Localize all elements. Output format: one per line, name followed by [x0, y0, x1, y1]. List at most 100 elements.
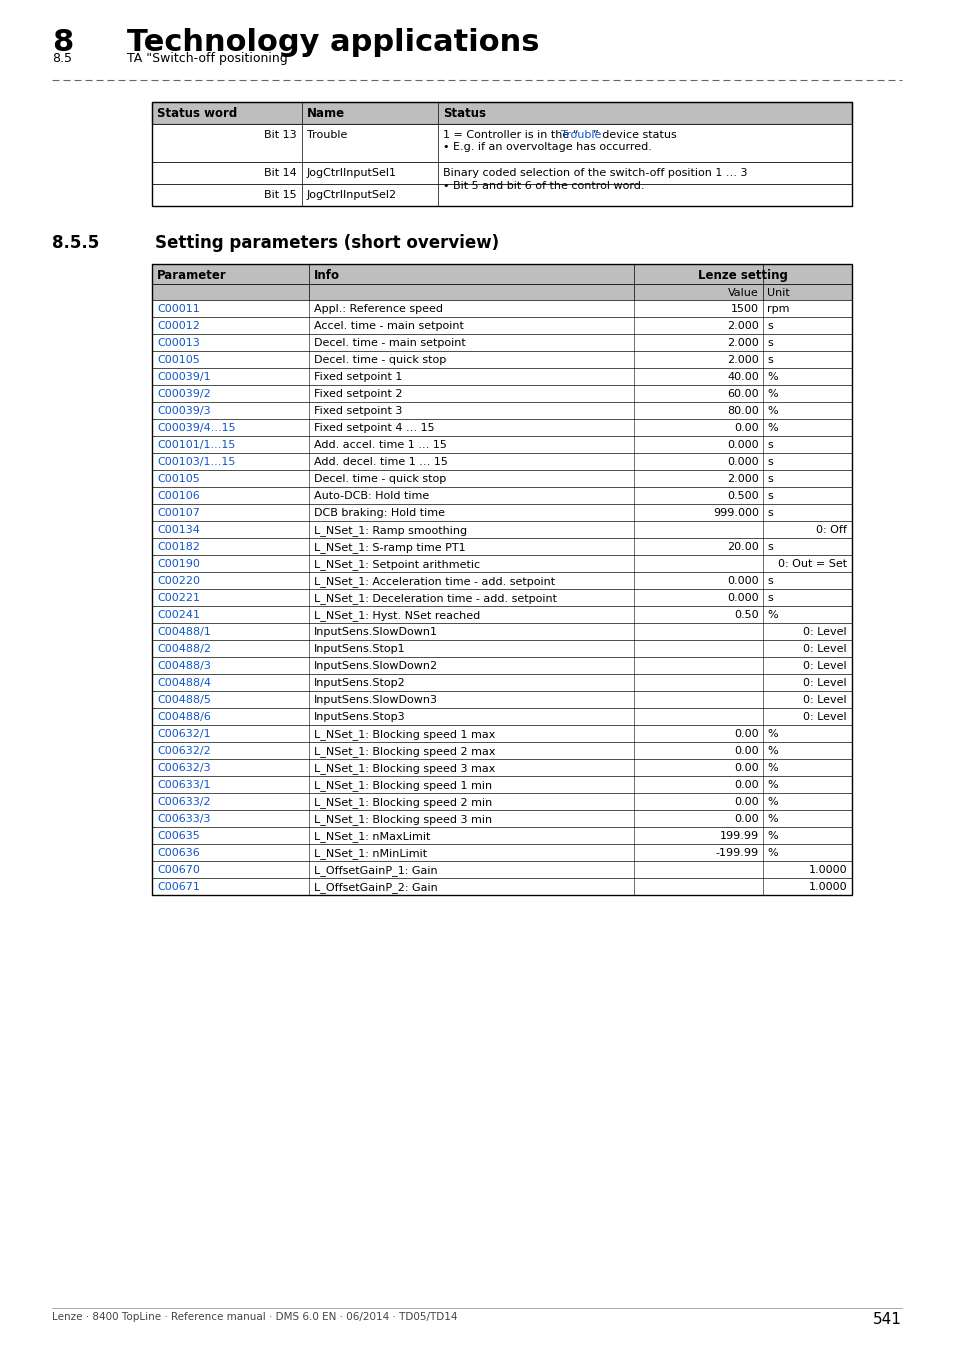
Text: InputSens.Stop3: InputSens.Stop3	[314, 711, 405, 722]
Text: s: s	[766, 593, 772, 603]
Text: C00488/2: C00488/2	[157, 644, 211, 653]
Text: 0.00: 0.00	[734, 796, 759, 807]
Bar	[152, 810, 851, 828]
Text: L_NSet_1: Blocking speed 2 min: L_NSet_1: Blocking speed 2 min	[314, 796, 492, 807]
Text: %: %	[766, 406, 777, 416]
Text: 0.000: 0.000	[726, 593, 759, 603]
Text: Decel. time - quick stop: Decel. time - quick stop	[314, 355, 446, 364]
Text: 0.00: 0.00	[734, 763, 759, 774]
Text: DCB braking: Hold time: DCB braking: Hold time	[314, 508, 444, 518]
Text: L_NSet_1: Hyst. NSet reached: L_NSet_1: Hyst. NSet reached	[314, 610, 479, 621]
Text: Auto-DCB: Hold time: Auto-DCB: Hold time	[314, 491, 429, 501]
Text: 0.00: 0.00	[734, 423, 759, 433]
Text: s: s	[766, 474, 772, 485]
Text: Bit 13: Bit 13	[264, 130, 296, 140]
Text: s: s	[766, 355, 772, 364]
Text: s: s	[766, 440, 772, 450]
Text: L_NSet_1: Blocking speed 1 max: L_NSet_1: Blocking speed 1 max	[314, 729, 495, 740]
Text: C00241: C00241	[157, 610, 200, 620]
Text: L_OffsetGainP_2: Gain: L_OffsetGainP_2: Gain	[314, 882, 437, 892]
Text: 2.000: 2.000	[726, 338, 759, 348]
Text: s: s	[766, 458, 772, 467]
Text: C00039/2: C00039/2	[157, 389, 211, 400]
Text: 0.000: 0.000	[726, 576, 759, 586]
Text: 20.00: 20.00	[726, 541, 759, 552]
Text: 999.000: 999.000	[712, 508, 759, 518]
Text: 0.50: 0.50	[734, 610, 759, 620]
Text: C00633/1: C00633/1	[157, 780, 211, 790]
Bar	[152, 369, 851, 385]
Text: 2.000: 2.000	[726, 321, 759, 331]
Text: %: %	[766, 796, 777, 807]
Text: L_NSet_1: Setpoint arithmetic: L_NSet_1: Setpoint arithmetic	[314, 559, 479, 570]
Text: Decel. time - quick stop: Decel. time - quick stop	[314, 474, 446, 485]
Bar	[152, 878, 851, 895]
Text: Unit: Unit	[766, 288, 789, 298]
Bar	[152, 572, 851, 589]
Text: Setting parameters (short overview): Setting parameters (short overview)	[154, 234, 498, 252]
Text: C00670: C00670	[157, 865, 200, 875]
Bar	[152, 759, 851, 776]
Bar	[152, 470, 851, 487]
Text: C00488/4: C00488/4	[157, 678, 211, 688]
Text: Lenze · 8400 TopLine · Reference manual · DMS 6.0 EN · 06/2014 · TD05/TD14: Lenze · 8400 TopLine · Reference manual …	[52, 1312, 457, 1322]
Text: 0: Off: 0: Off	[815, 525, 846, 535]
Text: C00488/3: C00488/3	[157, 662, 211, 671]
Text: C00134: C00134	[157, 525, 200, 535]
Text: 1.0000: 1.0000	[807, 865, 846, 875]
Text: 0: Level: 0: Level	[802, 695, 846, 705]
Text: Bit 15: Bit 15	[264, 190, 296, 200]
Bar	[152, 640, 851, 657]
Text: s: s	[766, 576, 772, 586]
Text: Info: Info	[314, 269, 339, 282]
Bar	[152, 674, 851, 691]
Bar	[152, 124, 851, 162]
Text: C00488/6: C00488/6	[157, 711, 211, 722]
Text: Fixed setpoint 1: Fixed setpoint 1	[314, 373, 402, 382]
Text: C00105: C00105	[157, 474, 199, 485]
Bar	[152, 351, 851, 369]
Text: 0: Level: 0: Level	[802, 678, 846, 688]
Text: InputSens.SlowDown1: InputSens.SlowDown1	[314, 626, 437, 637]
Text: ” device status: ” device status	[593, 130, 677, 140]
Text: Binary coded selection of the switch-off position 1 … 3: Binary coded selection of the switch-off…	[442, 167, 747, 178]
Text: C00013: C00013	[157, 338, 199, 348]
Text: C00011: C00011	[157, 304, 199, 315]
Text: C00039/3: C00039/3	[157, 406, 211, 416]
Text: L_NSet_1: Ramp smoothing: L_NSet_1: Ramp smoothing	[314, 525, 467, 536]
Text: C00039/4...15: C00039/4...15	[157, 423, 235, 433]
Text: • E.g. if an overvoltage has occurred.: • E.g. if an overvoltage has occurred.	[442, 142, 651, 153]
Text: 0.00: 0.00	[734, 780, 759, 790]
Text: Technology applications: Technology applications	[127, 28, 539, 57]
Text: C00635: C00635	[157, 832, 199, 841]
Text: C00671: C00671	[157, 882, 200, 892]
Text: C00012: C00012	[157, 321, 200, 331]
Text: 0: Out = Set: 0: Out = Set	[777, 559, 846, 568]
Text: 0.00: 0.00	[734, 747, 759, 756]
Text: C00488/1: C00488/1	[157, 626, 211, 637]
Text: 0.00: 0.00	[734, 729, 759, 738]
Bar	[152, 792, 851, 810]
Bar	[152, 828, 851, 844]
Text: JogCtrlInputSel1: JogCtrlInputSel1	[307, 167, 396, 178]
Text: 0.00: 0.00	[734, 814, 759, 824]
Bar	[152, 555, 851, 572]
Text: C00633/3: C00633/3	[157, 814, 211, 824]
Text: %: %	[766, 763, 777, 774]
Text: C00039/1: C00039/1	[157, 373, 211, 382]
Text: • Bit 5 and bit 6 of the control word.: • Bit 5 and bit 6 of the control word.	[442, 181, 644, 190]
Text: C00105: C00105	[157, 355, 199, 364]
Text: s: s	[766, 338, 772, 348]
Bar	[152, 707, 851, 725]
Bar	[152, 103, 851, 124]
Text: Add. decel. time 1 … 15: Add. decel. time 1 … 15	[314, 458, 447, 467]
Bar	[152, 657, 851, 674]
Text: s: s	[766, 321, 772, 331]
Bar	[152, 504, 851, 521]
Text: 0.000: 0.000	[726, 458, 759, 467]
Text: 8.5: 8.5	[52, 53, 71, 65]
Text: %: %	[766, 832, 777, 841]
Bar	[152, 317, 851, 333]
Bar	[152, 103, 851, 207]
Text: C00101/1...15: C00101/1...15	[157, 440, 235, 450]
